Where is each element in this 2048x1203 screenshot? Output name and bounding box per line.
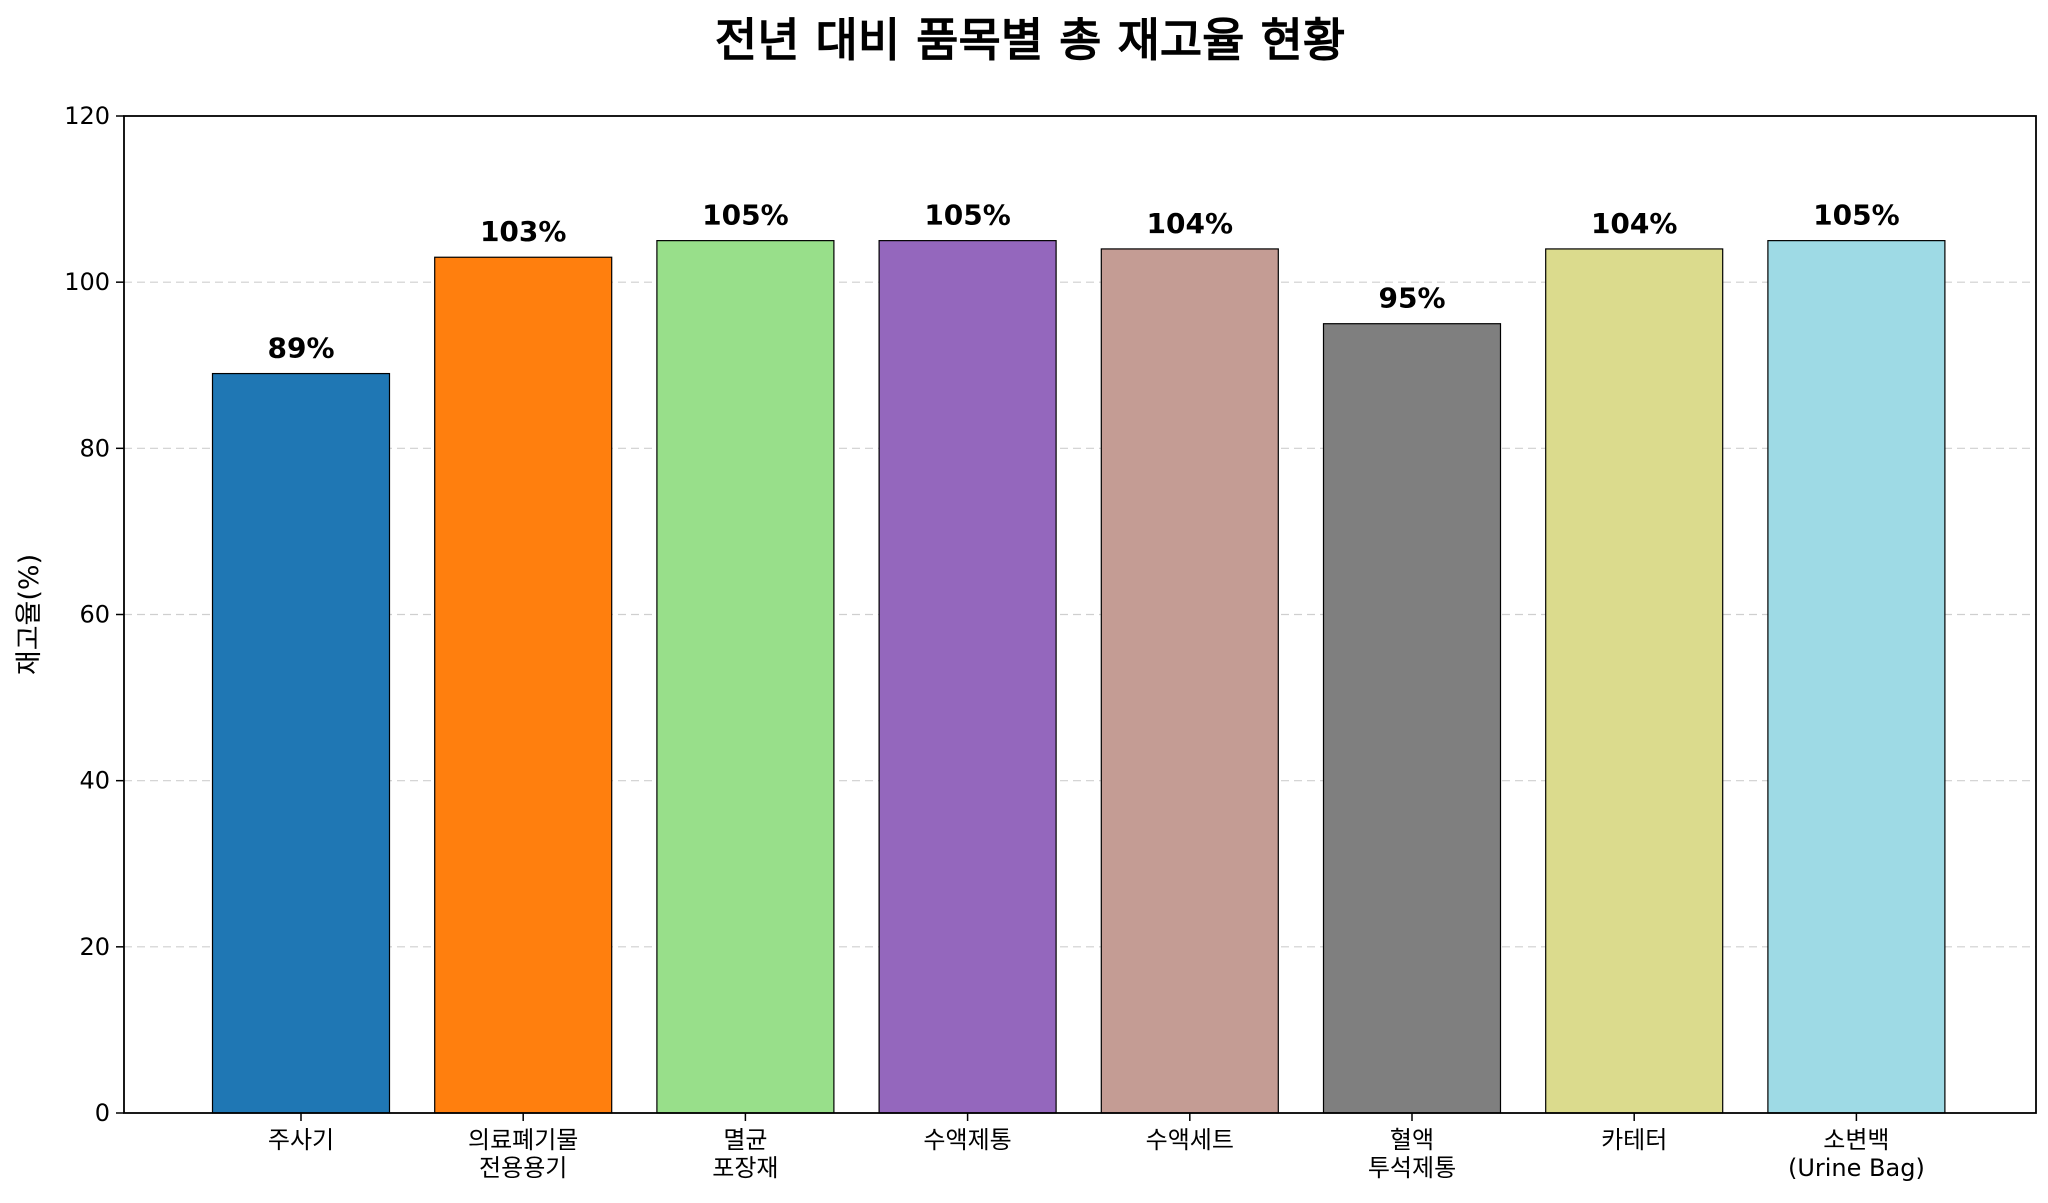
bar [1100, 248, 1279, 1114]
x-tick-label: 수액제통 [923, 1126, 1011, 1154]
x-tick-label: 혈액 투석제통 [1368, 1126, 1456, 1182]
bar-value-label: 105% [702, 199, 789, 232]
y-tick-label: 0 [95, 1099, 110, 1127]
bar [434, 256, 613, 1114]
x-tick-label: 카테터 [1601, 1126, 1667, 1154]
chart-title: 전년 대비 품목별 총 재고율 현황 [715, 13, 1345, 67]
bar-value-label: 95% [1378, 282, 1445, 315]
bar [211, 372, 391, 1114]
x-tick-label: 주사기 [268, 1126, 334, 1154]
y-tick-label: 60 [79, 601, 110, 629]
bar-value-label: 105% [924, 199, 1011, 232]
x-tick-label: 수액세트 [1146, 1126, 1234, 1154]
y-tick-label: 40 [79, 767, 110, 795]
bar [656, 240, 835, 1114]
x-tick-label: 멸균 포장재 [712, 1126, 778, 1182]
bar-value-label: 103% [480, 215, 567, 248]
y-tick-label: 100 [64, 268, 110, 296]
bar [1545, 248, 1724, 1114]
grid-lines [124, 281, 2036, 948]
x-tick-label: 의료폐기물 전용용기 [468, 1126, 578, 1182]
y-tick-label: 20 [79, 933, 110, 961]
bar-value-labels: 89% 103% 105% 105% 104% 95% 104% 105% [267, 199, 1899, 365]
x-axis: 주사기 의료폐기물 전용용기 멸균 포장재 수액제통 수액세트 혈액 투석제통 카테터 소변백 (Ur… [268, 1113, 1925, 1182]
bar [878, 240, 1057, 1114]
x-tick-label: 소변백 (Urine Bag) [1788, 1126, 1925, 1182]
y-tick-label: 120 [64, 102, 110, 130]
bar [1767, 240, 1946, 1114]
y-axis-label: 재고율(%) [14, 554, 45, 675]
y-axis: 0 20 40 60 80 100 120 [64, 102, 124, 1127]
bar-value-label: 104% [1591, 207, 1678, 240]
bar [1322, 323, 1502, 1114]
bar-value-label: 89% [267, 332, 334, 365]
bar-value-label: 105% [1813, 199, 1900, 232]
y-tick-label: 80 [79, 434, 110, 462]
bars [211, 240, 1946, 1114]
bar-value-label: 104% [1147, 207, 1234, 240]
